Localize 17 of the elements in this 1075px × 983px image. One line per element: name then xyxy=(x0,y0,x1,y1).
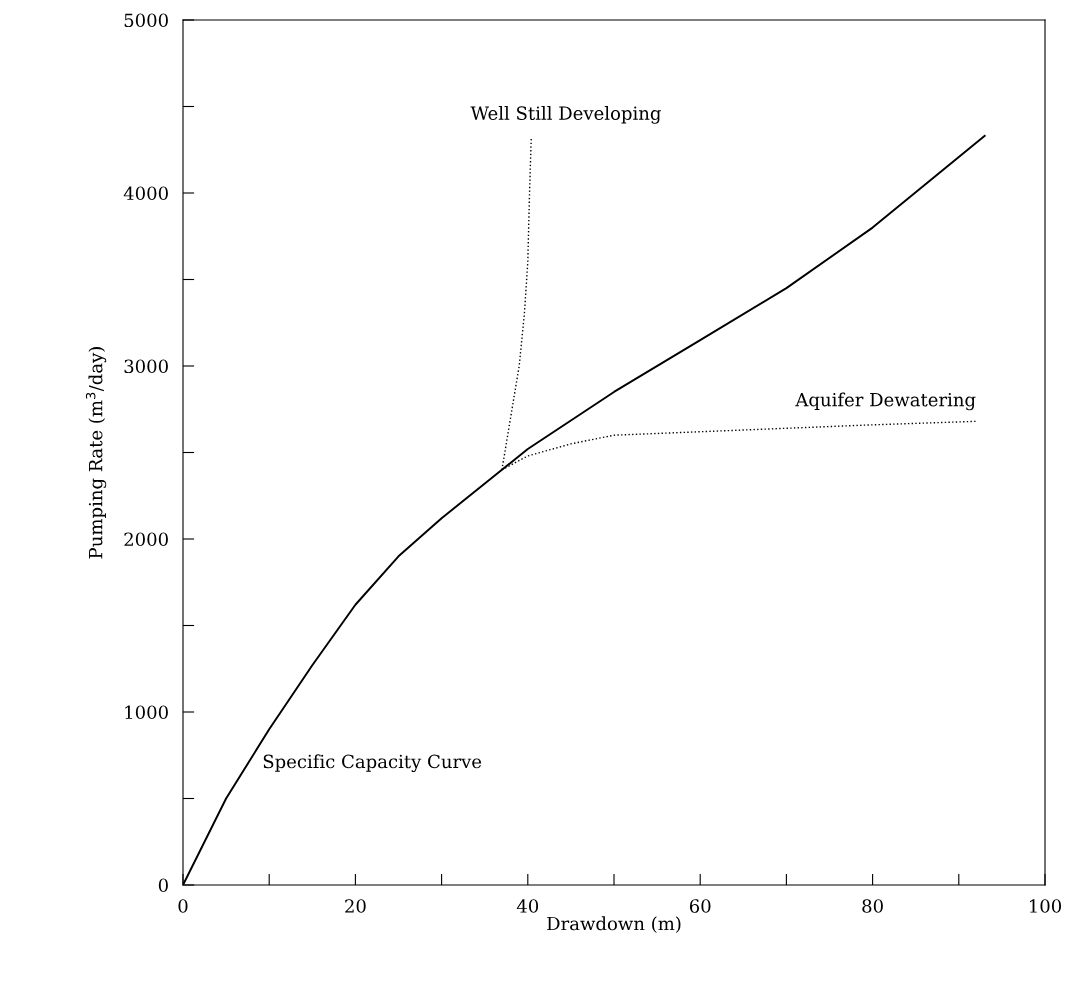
x-tick-label: 40 xyxy=(516,899,539,913)
series-label: Aquifer Dewatering xyxy=(795,392,976,411)
y-tick-label: 4000 xyxy=(123,186,168,201)
x-tick-label: 0 xyxy=(178,899,188,913)
y-axis-title: Pumping Rate (m$^{3}$/day) xyxy=(85,347,107,559)
y-tick-label: 1000 xyxy=(125,705,168,720)
y-tick-label: 5000 xyxy=(124,13,168,28)
x-tick-label: 60 xyxy=(689,899,711,913)
x-axis-title: Drawdown (m) xyxy=(547,916,681,933)
text: Well Still Developing xyxy=(470,106,661,124)
x-tick-label: 100 xyxy=(1029,899,1062,913)
x-tick-label: 20 xyxy=(345,899,366,913)
y-tick-label: 2000 xyxy=(124,532,168,547)
series-label: Specific Capacity Curve xyxy=(263,754,482,773)
y-tick-label: 0 xyxy=(158,878,168,893)
y-tick-label: 3000 xyxy=(124,359,168,374)
x-tick-label: 80 xyxy=(862,899,883,913)
